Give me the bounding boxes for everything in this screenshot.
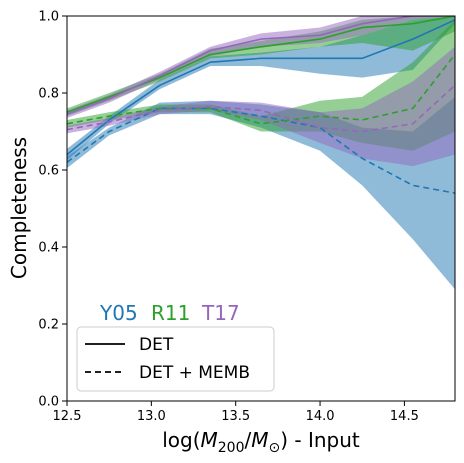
band-t17-det-memb <box>67 46 455 167</box>
x-tick-label: 14.5 <box>390 409 419 424</box>
y-tick-label: 0.8 <box>38 87 59 102</box>
y-axis-label: Completeness <box>7 137 31 279</box>
series-lines <box>67 16 455 194</box>
confidence-bands <box>67 16 455 290</box>
line-t17-det-memb <box>67 84 455 133</box>
catalog-labels: Y05 R11 T17 <box>99 301 240 325</box>
y-axis-ticks: 0.0 0.2 0.4 0.6 0.8 1.0 <box>38 10 67 410</box>
x-axis-label: log(M200/M⊙) - Input <box>162 428 360 456</box>
line-y05-det-memb <box>67 107 455 194</box>
y-tick-label: 1.0 <box>38 10 59 25</box>
legend-label-r11: R11 <box>151 301 190 325</box>
x-tick-label: 14.0 <box>306 409 335 424</box>
y-tick-label: 0.4 <box>38 241 59 256</box>
line-t17-det <box>67 16 455 115</box>
line-y05-det <box>67 19 455 156</box>
x-tick-label: 13.5 <box>221 409 250 424</box>
x-tick-label: 12.5 <box>53 409 82 424</box>
legend-box: DET DET + MEMB <box>76 326 275 392</box>
legend-entry-det: DET <box>139 335 174 355</box>
legend-label-y05: Y05 <box>99 301 138 325</box>
band-t17-det <box>67 16 455 119</box>
y-tick-label: 0.0 <box>38 395 59 410</box>
legend-label-t17: T17 <box>201 301 240 325</box>
x-axis-ticks: 12.5 13.0 13.5 14.0 14.5 <box>53 401 419 424</box>
line-r11-det-memb <box>67 54 455 125</box>
legend-entry-det-memb: DET + MEMB <box>139 363 250 383</box>
band-y05-det <box>67 16 455 161</box>
x-tick-label: 13.0 <box>137 409 166 424</box>
y-tick-label: 0.2 <box>38 318 59 333</box>
plot-frame <box>66 15 456 402</box>
band-r11-det <box>67 16 455 117</box>
y-tick-label: 0.6 <box>38 164 59 179</box>
